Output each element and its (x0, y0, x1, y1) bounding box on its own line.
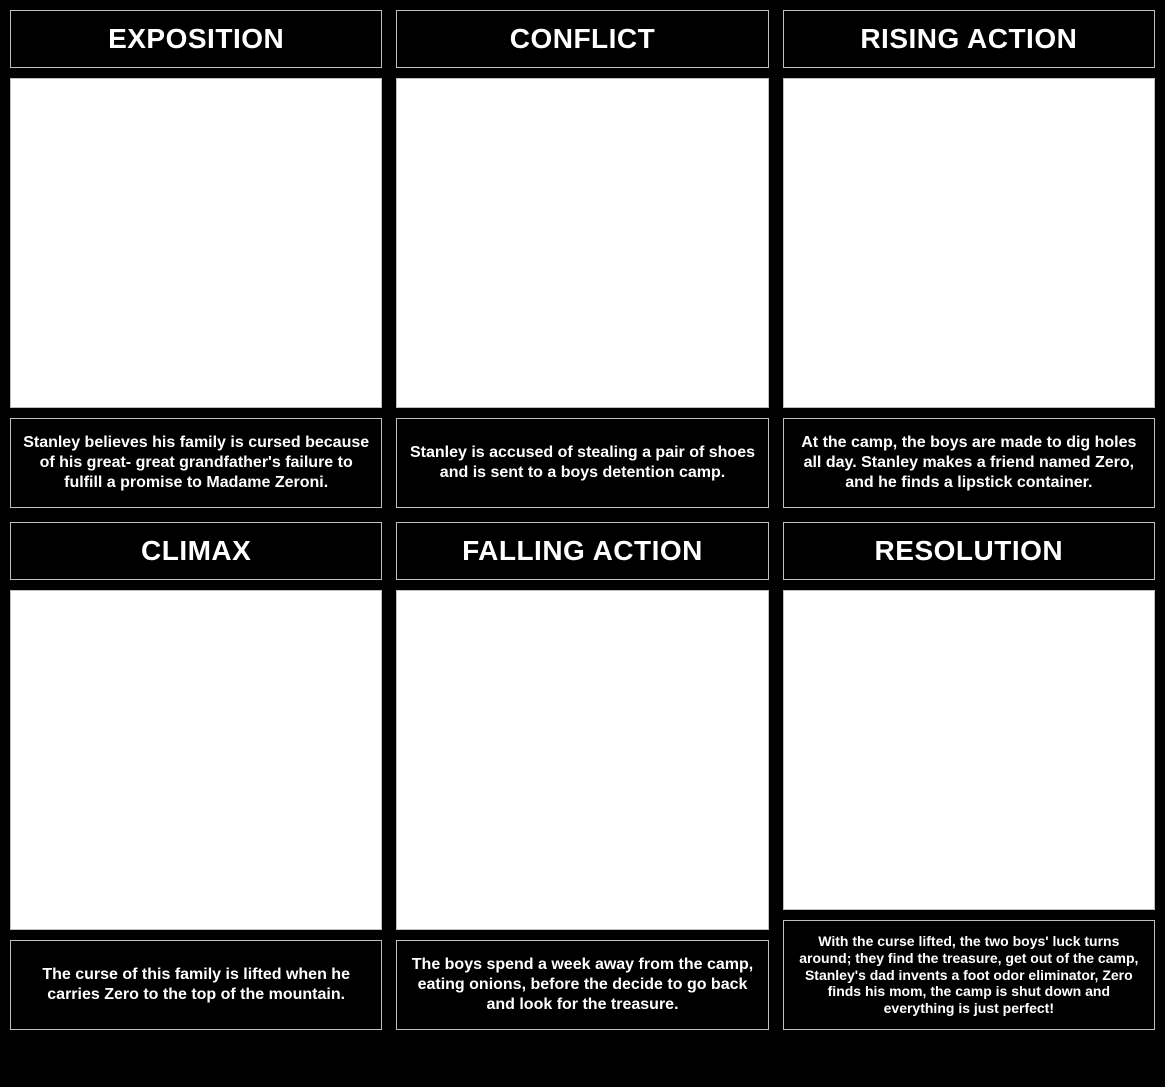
panel-description: Stanley believes his family is cursed be… (10, 418, 382, 508)
panel-falling-action: FALLING ACTION The boys spend a week awa… (396, 522, 768, 1030)
panel-image-placeholder (10, 78, 382, 408)
panel-description: The boys spend a week away from the camp… (396, 940, 768, 1030)
panel-title: RISING ACTION (783, 10, 1155, 68)
panel-title: CLIMAX (10, 522, 382, 580)
panel-description: At the camp, the boys are made to dig ho… (783, 418, 1155, 508)
panel-title: RESOLUTION (783, 522, 1155, 580)
panel-image-placeholder (396, 78, 768, 408)
panel-title: CONFLICT (396, 10, 768, 68)
panel-image-placeholder (396, 590, 768, 930)
panel-title: EXPOSITION (10, 10, 382, 68)
panel-image-placeholder (783, 78, 1155, 408)
panel-conflict: CONFLICT Stanley is accused of stealing … (396, 10, 768, 508)
storyboard-grid: EXPOSITION Stanley believes his family i… (10, 10, 1155, 1030)
panel-rising-action: RISING ACTION At the camp, the boys are … (783, 10, 1155, 508)
panel-image-placeholder (783, 590, 1155, 910)
panel-description: The curse of this family is lifted when … (10, 940, 382, 1030)
panel-description: With the curse lifted, the two boys' luc… (783, 920, 1155, 1030)
panel-climax: CLIMAX The curse of this family is lifte… (10, 522, 382, 1030)
panel-exposition: EXPOSITION Stanley believes his family i… (10, 10, 382, 508)
panel-image-placeholder (10, 590, 382, 930)
panel-title: FALLING ACTION (396, 522, 768, 580)
panel-resolution: RESOLUTION With the curse lifted, the tw… (783, 522, 1155, 1030)
panel-description: Stanley is accused of stealing a pair of… (396, 418, 768, 508)
